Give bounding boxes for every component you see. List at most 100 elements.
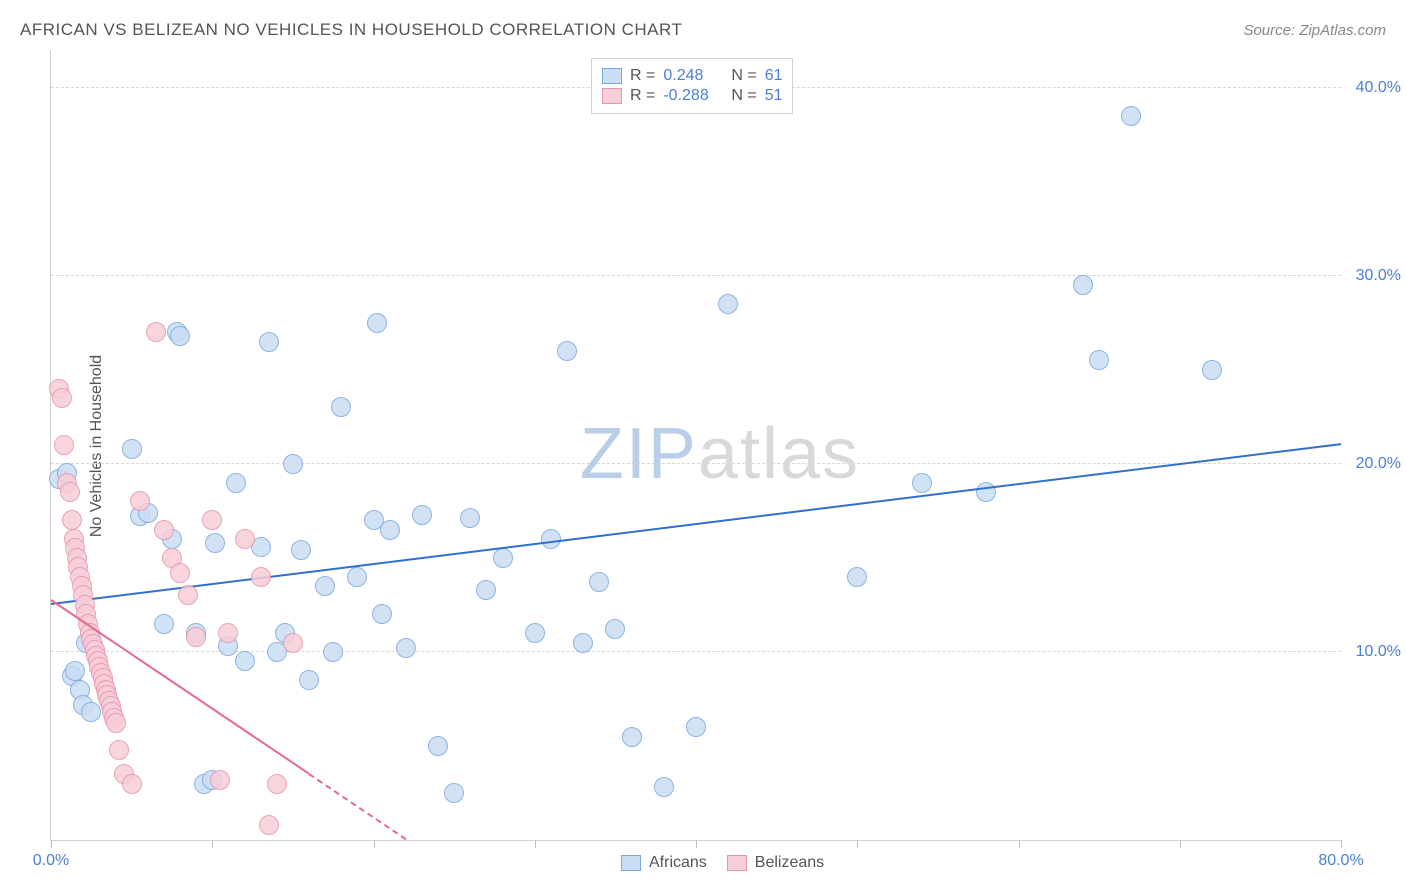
x-tick [857, 840, 858, 848]
x-tick [1019, 840, 1020, 848]
data-point [622, 727, 642, 747]
data-point [267, 774, 287, 794]
legend-label: Belizeans [755, 854, 824, 872]
legend-row: R = -0.288 N = 51 [602, 87, 782, 105]
data-point [315, 576, 335, 596]
data-point [218, 623, 238, 643]
data-point [686, 717, 706, 737]
data-point [60, 482, 80, 502]
data-point [109, 740, 129, 760]
data-point [235, 651, 255, 671]
data-point [235, 529, 255, 549]
data-point [460, 508, 480, 528]
data-point [347, 567, 367, 587]
data-point [186, 627, 206, 647]
r-value: 0.248 [663, 67, 723, 85]
data-point [52, 388, 72, 408]
data-point [525, 623, 545, 643]
data-point [259, 815, 279, 835]
legend-item: Africans [621, 854, 707, 872]
data-point [62, 510, 82, 530]
data-point [283, 633, 303, 653]
data-point [81, 702, 101, 722]
data-point [205, 533, 225, 553]
data-point [912, 473, 932, 493]
data-point [1073, 275, 1093, 295]
data-point [291, 540, 311, 560]
legend-item: Belizeans [727, 854, 824, 872]
scatter-plot: 10.0%20.0%30.0%40.0%0.0%80.0%ZIPatlasR =… [50, 50, 1341, 841]
y-tick-label: 40.0% [1346, 79, 1401, 97]
x-tick [212, 840, 213, 848]
watermark: ZIPatlas [580, 413, 860, 495]
n-label: N = [731, 87, 756, 105]
data-point [251, 567, 271, 587]
n-label: N = [731, 67, 756, 85]
data-point [154, 614, 174, 634]
legend-swatch [727, 855, 747, 871]
data-point [210, 770, 230, 790]
data-point [372, 604, 392, 624]
data-point [380, 520, 400, 540]
x-tick-label: 80.0% [1318, 852, 1363, 870]
data-point [367, 313, 387, 333]
data-point [106, 713, 126, 733]
x-tick [374, 840, 375, 848]
data-point [976, 482, 996, 502]
data-point [396, 638, 416, 658]
x-tick [1341, 840, 1342, 848]
r-label: R = [630, 87, 655, 105]
x-tick-label: 0.0% [33, 852, 69, 870]
n-value: 61 [765, 67, 783, 85]
data-point [226, 473, 246, 493]
data-point [1202, 360, 1222, 380]
data-point [654, 777, 674, 797]
data-point [573, 633, 593, 653]
data-point [847, 567, 867, 587]
source-attribution: Source: ZipAtlas.com [1243, 22, 1386, 39]
data-point [605, 619, 625, 639]
x-tick [535, 840, 536, 848]
y-tick-label: 10.0% [1346, 643, 1401, 661]
legend-swatch [602, 88, 622, 104]
legend-swatch [602, 68, 622, 84]
gridline [51, 463, 1341, 464]
data-point [65, 661, 85, 681]
correlation-legend: R = 0.248 N = 61 R = -0.288 N = 51 [591, 58, 793, 114]
data-point [178, 585, 198, 605]
data-point [476, 580, 496, 600]
data-point [718, 294, 738, 314]
data-point [412, 505, 432, 525]
data-point [323, 642, 343, 662]
n-value: 51 [765, 87, 783, 105]
data-point [122, 439, 142, 459]
x-tick [1180, 840, 1181, 848]
data-point [259, 332, 279, 352]
data-point [557, 341, 577, 361]
r-value: -0.288 [663, 87, 723, 105]
trend-line [308, 773, 406, 840]
gridline [51, 275, 1341, 276]
series-legend: Africans Belizeans [621, 854, 824, 872]
data-point [170, 326, 190, 346]
r-label: R = [630, 67, 655, 85]
data-point [1121, 106, 1141, 126]
y-tick-label: 20.0% [1346, 455, 1401, 473]
data-point [146, 322, 166, 342]
legend-swatch [621, 855, 641, 871]
data-point [299, 670, 319, 690]
trend-line [51, 443, 1341, 605]
x-tick [696, 840, 697, 848]
chart-title: AFRICAN VS BELIZEAN NO VEHICLES IN HOUSE… [20, 20, 682, 40]
data-point [493, 548, 513, 568]
data-point [428, 736, 448, 756]
data-point [444, 783, 464, 803]
data-point [1089, 350, 1109, 370]
data-point [154, 520, 174, 540]
data-point [589, 572, 609, 592]
data-point [54, 435, 74, 455]
data-point [122, 774, 142, 794]
data-point [331, 397, 351, 417]
data-point [130, 491, 150, 511]
x-tick [51, 840, 52, 848]
